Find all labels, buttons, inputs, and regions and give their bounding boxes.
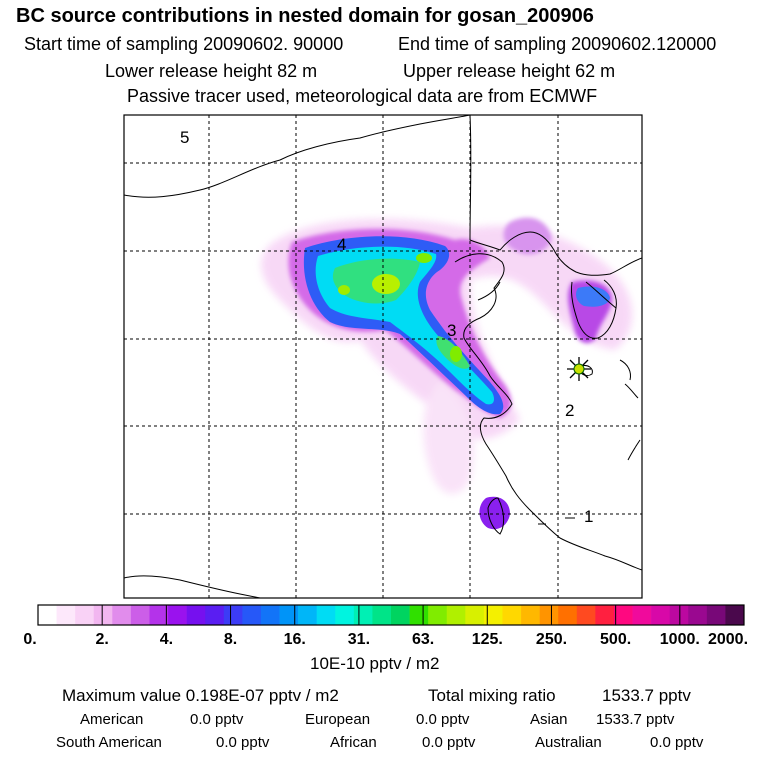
colorbar-swatch bbox=[502, 605, 522, 625]
region-name-south-american: South American bbox=[56, 734, 162, 751]
colorbar-swatch bbox=[595, 605, 615, 625]
colorbar-tick-label: 125. bbox=[471, 631, 503, 648]
total-mixing-label: Total mixing ratio bbox=[428, 686, 556, 705]
colorbar-tick-label: 250. bbox=[535, 631, 568, 648]
region-value-african: 0.0 pptv bbox=[422, 734, 476, 751]
colorbar-units: 10E-10 pptv / m2 bbox=[310, 654, 440, 673]
plume-layer bbox=[261, 217, 633, 530]
region-label-1: 1 bbox=[584, 507, 593, 526]
colorbar-swatch bbox=[632, 605, 652, 625]
lower-height-label: Lower release height 82 m bbox=[105, 61, 318, 81]
colorbar-swatch bbox=[483, 605, 503, 625]
colorbar-swatch bbox=[279, 605, 299, 625]
max-value-label: Maximum value 0.198E-07 pptv / m2 bbox=[62, 686, 339, 705]
colorbar-swatch bbox=[130, 605, 150, 625]
colorbar-tick-label: 16. bbox=[283, 631, 306, 648]
region-name-asian: Asian bbox=[530, 711, 568, 728]
colorbar-tick-label: 2000. bbox=[707, 631, 749, 648]
colorbar-swatch bbox=[465, 605, 485, 625]
colorbar-swatch bbox=[335, 605, 355, 625]
lat-lon-grid bbox=[124, 115, 642, 598]
colorbar-swatch bbox=[223, 605, 243, 625]
colorbar-swatch bbox=[353, 605, 373, 625]
region-value-american: 0.0 pptv bbox=[190, 711, 244, 728]
tracer-note: Passive tracer used, meteorological data… bbox=[127, 86, 598, 106]
colorbar-tick-label: 31. bbox=[347, 631, 371, 648]
colorbar-tick-label: 2. bbox=[95, 631, 109, 648]
colorbar-swatch bbox=[242, 605, 262, 625]
colorbar-swatch bbox=[149, 605, 169, 625]
plume-korea-core bbox=[576, 286, 610, 307]
region-name-australian: Australian bbox=[535, 734, 602, 751]
map-frame bbox=[123, 114, 643, 599]
region-value-south-american: 0.0 pptv bbox=[216, 734, 270, 751]
colorbar-swatch bbox=[539, 605, 559, 625]
region-value-asian: 1533.7 pptv bbox=[596, 711, 675, 728]
colorbar-swatch bbox=[521, 605, 540, 625]
colorbar-tick-label: 4. bbox=[159, 631, 174, 648]
colorbar-swatch bbox=[75, 605, 95, 625]
region-name-american: American bbox=[80, 711, 144, 728]
coastlines bbox=[124, 115, 642, 598]
colorbar-swatch bbox=[205, 605, 225, 625]
colorbar-tick-label: 0. bbox=[23, 631, 37, 648]
colorbar-swatch bbox=[409, 605, 429, 625]
colorbar-swatch bbox=[372, 605, 392, 625]
region-name-european: European bbox=[305, 711, 371, 728]
colorbar-tick-label: 1000. bbox=[659, 631, 700, 648]
colorbar-swatch bbox=[725, 605, 745, 625]
plume-northeast bbox=[503, 217, 552, 255]
colorbar-swatch bbox=[93, 605, 113, 625]
total-mixing-value: 1533.7 pptv bbox=[602, 686, 691, 705]
region-label-2: 2 bbox=[565, 401, 574, 420]
colorbar-swatch bbox=[112, 605, 132, 625]
colorbar-swatch bbox=[669, 605, 689, 625]
colorbar-swatch bbox=[168, 605, 187, 625]
colorbar-tick-label: 500. bbox=[600, 631, 632, 648]
colorbar-swatch bbox=[558, 605, 578, 625]
plume-green-spot-2 bbox=[450, 346, 462, 362]
colorbar-swatch bbox=[428, 605, 448, 625]
plume-green-spot bbox=[416, 253, 432, 263]
colorbar-swatch bbox=[706, 605, 726, 625]
upper-height-label: Upper release height 62 m bbox=[403, 61, 616, 81]
end-time-label: End time of sampling 20090602.120000 bbox=[398, 34, 717, 54]
plume-yellow-core bbox=[372, 274, 400, 294]
colorbar-swatch bbox=[38, 605, 57, 625]
colorbar-swatch bbox=[298, 605, 317, 625]
region-label-5: 5 bbox=[180, 128, 189, 147]
region-label-4: 4 bbox=[337, 235, 346, 254]
region-name-african: African bbox=[330, 734, 377, 751]
region-value-european: 0.0 pptv bbox=[416, 711, 470, 728]
start-time-label: Start time of sampling 20090602. 90000 bbox=[24, 34, 344, 54]
colorbar-swatch bbox=[260, 605, 280, 625]
colorbar-swatch bbox=[316, 605, 336, 625]
colorbar-swatch bbox=[651, 605, 670, 625]
page-title: BC source contributions in nested domain… bbox=[16, 5, 594, 27]
colorbar-frame bbox=[37, 604, 745, 626]
region-label-3: 3 bbox=[447, 321, 456, 340]
colorbar-tick-label: 8. bbox=[223, 631, 238, 648]
colorbar-swatch bbox=[613, 605, 633, 625]
colorbar-swatch bbox=[688, 605, 708, 625]
region-value-australian: 0.0 pptv bbox=[650, 734, 704, 751]
colorbar bbox=[37, 604, 745, 626]
colorbar-swatch bbox=[446, 605, 466, 625]
colorbar-swatch bbox=[576, 605, 596, 625]
colorbar-swatch bbox=[56, 605, 76, 625]
station-marker-icon bbox=[567, 357, 591, 381]
plume-taiwan bbox=[479, 496, 510, 530]
colorbar-tick-label: 63. bbox=[411, 631, 435, 648]
plume-yellow-core-2 bbox=[338, 285, 350, 295]
plume-haze-south bbox=[423, 380, 474, 494]
colorbar-swatch bbox=[186, 605, 206, 625]
colorbar-swatch bbox=[391, 605, 410, 625]
